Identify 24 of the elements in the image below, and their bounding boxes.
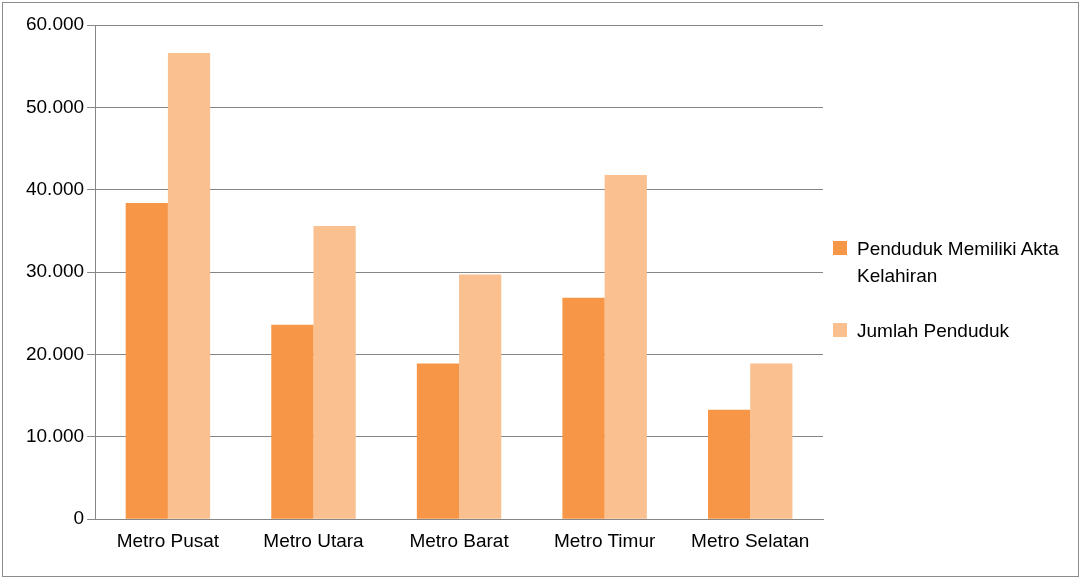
y-tick-label: 40.000	[25, 177, 85, 199]
bar	[459, 274, 502, 519]
bar	[562, 297, 605, 519]
y-tick-label: 30.000	[25, 260, 85, 282]
x-tick-label: Metro Pusat	[116, 529, 220, 551]
y-tick-label: 60.000	[25, 13, 85, 35]
x-tick-label: Metro Utara	[263, 529, 365, 551]
y-tick-label: 10.000	[25, 425, 85, 447]
legend-label: Jumlah Penduduk	[857, 319, 1010, 343]
x-tick-label: Metro Barat	[409, 529, 510, 551]
x-tick-label: Metro Selatan	[691, 529, 810, 551]
bar	[271, 324, 314, 519]
bar	[750, 363, 793, 519]
bar	[604, 174, 647, 519]
y-tick-label: 20.000	[25, 342, 85, 364]
bar	[416, 363, 460, 519]
y-tick-label: 50.000	[25, 95, 85, 117]
x-tick-label: Metro Timur	[553, 529, 656, 551]
bar	[125, 202, 168, 519]
bar	[313, 225, 356, 519]
bar	[707, 409, 751, 519]
y-tick-label: 0	[73, 507, 85, 529]
bar	[167, 53, 211, 519]
legend-label: Penduduk Memiliki Akta Kelahiran	[857, 237, 1060, 288]
